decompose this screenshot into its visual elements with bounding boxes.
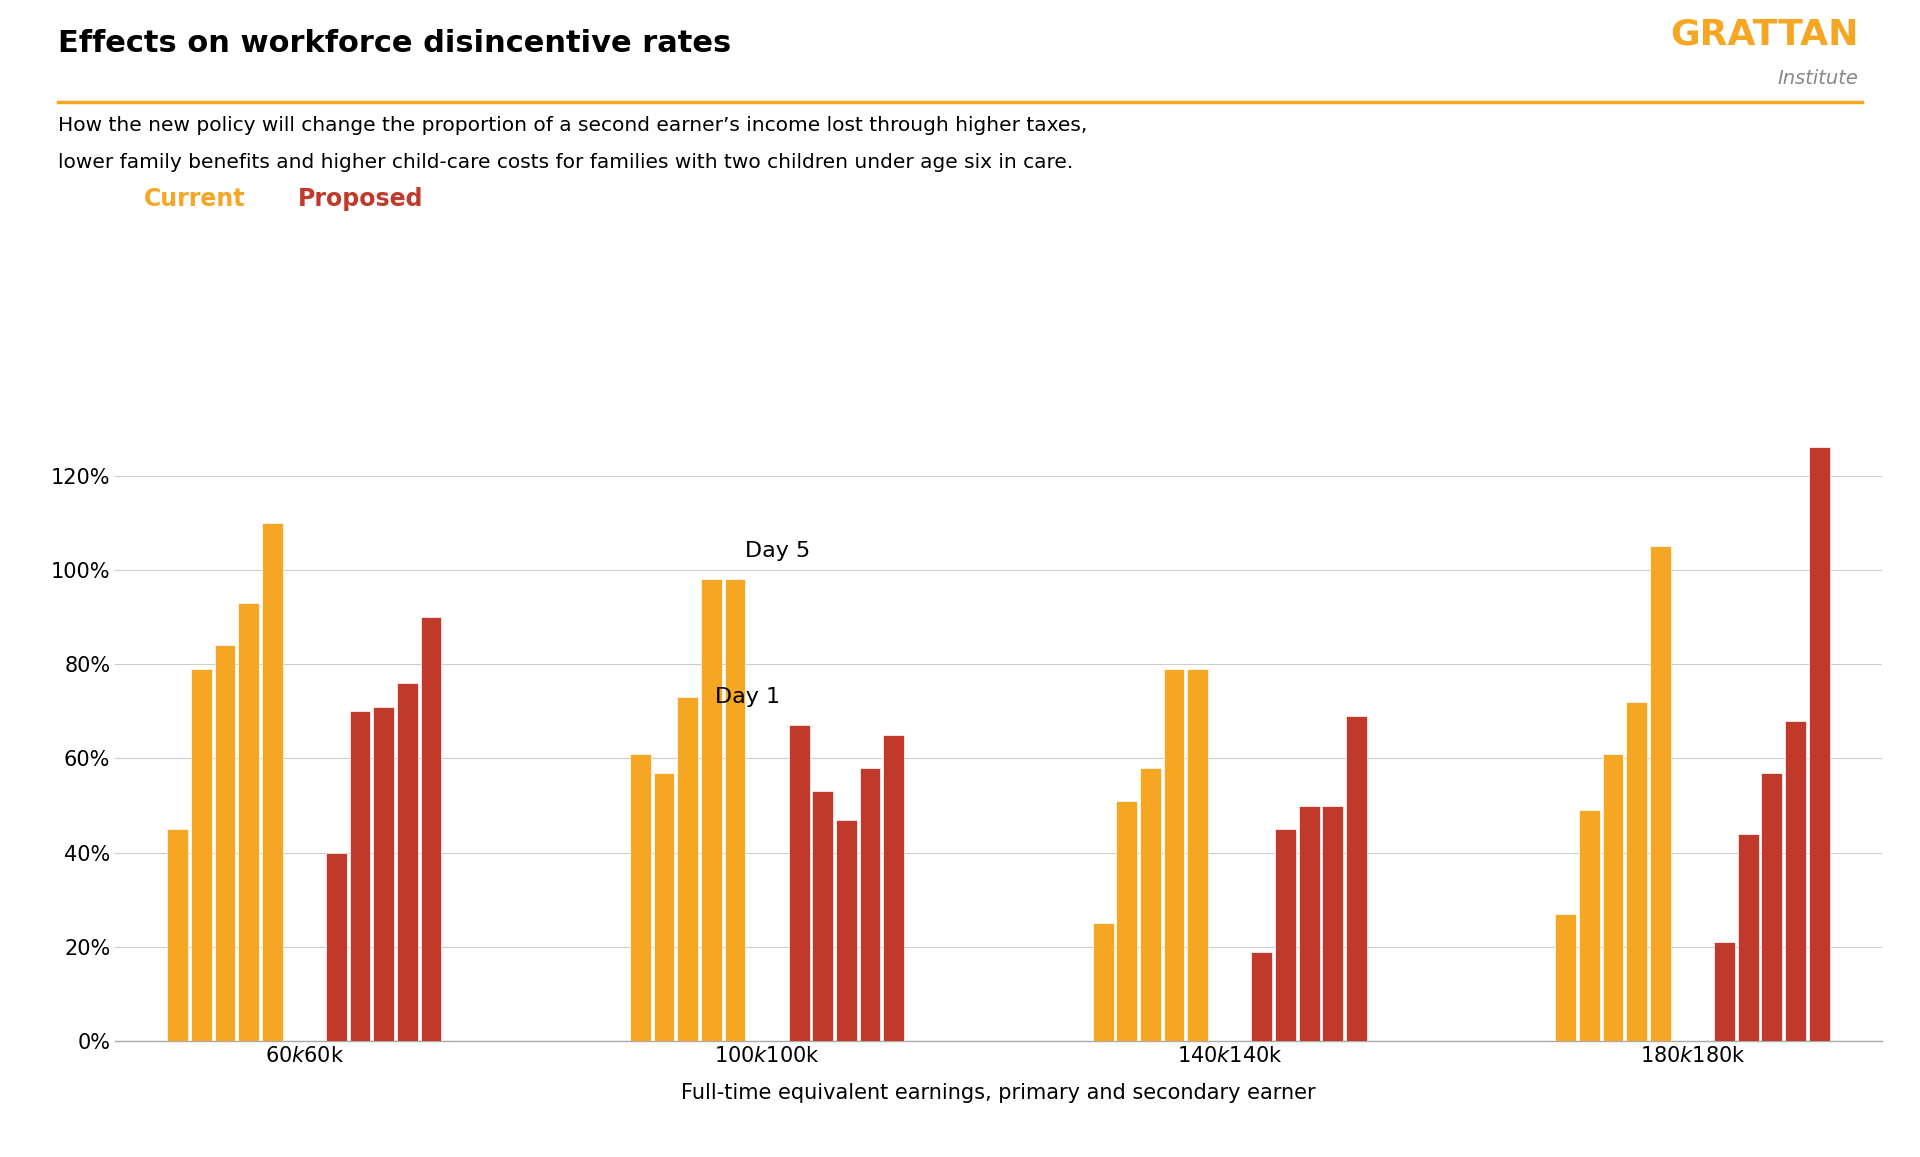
X-axis label: Full-time equivalent earnings, primary and secondary earner: Full-time equivalent earnings, primary a… <box>682 1083 1315 1103</box>
Text: lower family benefits and higher child-care costs for families with two children: lower family benefits and higher child-c… <box>58 153 1073 171</box>
Bar <box>1140 768 1162 1041</box>
Bar <box>1323 805 1344 1041</box>
Bar <box>420 617 442 1041</box>
Bar <box>1275 830 1296 1041</box>
Bar <box>1738 834 1759 1041</box>
Text: How the new policy will change the proportion of a second earner’s income lost t: How the new policy will change the propo… <box>58 116 1087 134</box>
Bar <box>789 725 810 1041</box>
Bar <box>261 523 282 1041</box>
Bar <box>1252 952 1273 1041</box>
Bar <box>1298 805 1319 1041</box>
Text: Day 5: Day 5 <box>745 540 810 560</box>
Bar <box>883 735 904 1041</box>
Bar <box>1092 923 1114 1041</box>
Bar <box>1761 773 1782 1041</box>
Text: Proposed: Proposed <box>298 187 422 212</box>
Bar <box>1715 942 1736 1041</box>
Bar <box>1116 801 1137 1041</box>
Text: Current: Current <box>144 187 246 212</box>
Bar <box>724 580 745 1041</box>
Bar <box>349 712 371 1041</box>
Bar <box>653 773 674 1041</box>
Bar <box>1809 448 1830 1041</box>
Bar <box>1626 702 1647 1041</box>
Bar <box>1555 914 1576 1041</box>
Bar <box>190 669 211 1041</box>
Bar <box>1578 810 1599 1041</box>
Bar <box>1187 669 1208 1041</box>
Bar <box>1346 716 1367 1041</box>
Bar <box>860 768 881 1041</box>
Bar <box>238 603 259 1041</box>
Text: Institute: Institute <box>1778 69 1859 88</box>
Bar <box>678 698 699 1041</box>
Bar <box>630 753 651 1041</box>
Bar <box>701 580 722 1041</box>
Bar <box>1164 669 1185 1041</box>
Bar <box>397 683 419 1041</box>
Text: Effects on workforce disincentive rates: Effects on workforce disincentive rates <box>58 29 732 58</box>
Bar <box>167 830 188 1041</box>
Bar <box>835 820 856 1041</box>
Text: Day 1: Day 1 <box>714 686 780 707</box>
Bar <box>1649 546 1670 1041</box>
Bar <box>812 791 833 1041</box>
Bar <box>1786 721 1807 1041</box>
Bar <box>326 853 348 1041</box>
Bar <box>215 646 236 1041</box>
Bar <box>1603 753 1624 1041</box>
Text: GRATTAN: GRATTAN <box>1670 17 1859 51</box>
Bar <box>372 707 394 1041</box>
